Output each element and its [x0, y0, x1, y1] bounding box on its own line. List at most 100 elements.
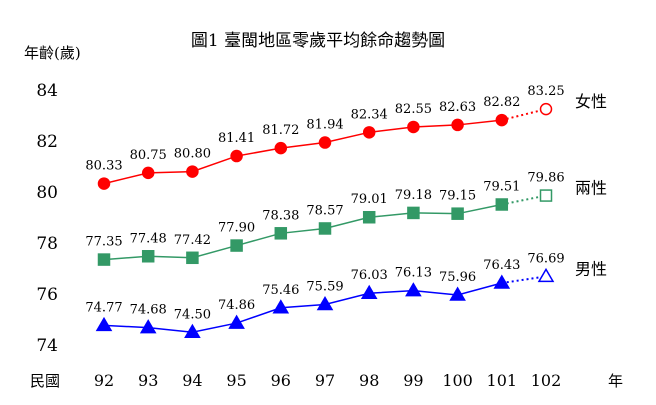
data-point — [495, 113, 509, 127]
x-tick-label: 96 — [271, 371, 291, 390]
x-tick-label: 102 — [531, 371, 562, 390]
data-point — [449, 286, 466, 301]
data-point — [141, 166, 155, 180]
data-point — [318, 136, 332, 149]
y-axis-label: 年齡(歲) — [24, 44, 81, 62]
data-point — [274, 141, 288, 155]
data-label: 74.68 — [130, 303, 167, 318]
data-label: 82.55 — [395, 102, 432, 117]
x-tick-label: 99 — [403, 371, 423, 390]
x-tick-label: 98 — [359, 371, 379, 390]
data-point — [362, 126, 376, 139]
x-tick-label: 92 — [94, 371, 114, 390]
data-label: 76.13 — [395, 266, 432, 281]
projection-line — [501, 194, 547, 206]
y-tick-label: 74 — [36, 336, 58, 356]
series-line — [103, 203, 502, 261]
data-point — [272, 299, 290, 314]
data-label: 82.63 — [439, 100, 476, 115]
data-point — [495, 198, 509, 211]
legend-label: 兩性 — [575, 179, 607, 198]
data-label: 79.01 — [351, 192, 388, 207]
projection-line — [501, 108, 547, 122]
data-point — [407, 120, 420, 134]
data-label: 80.80 — [174, 147, 211, 162]
data-label: 76.69 — [527, 251, 564, 266]
data-point — [228, 314, 245, 329]
data-point — [186, 165, 199, 178]
x-axis-suffix: 年 — [608, 372, 623, 390]
data-point — [407, 206, 420, 220]
data-label: 79.86 — [527, 171, 564, 186]
y-tick-label: 78 — [36, 234, 58, 254]
data-label: 77.35 — [85, 235, 122, 250]
data-point — [230, 239, 243, 252]
series-line — [103, 119, 502, 185]
data-label: 82.34 — [351, 107, 388, 122]
data-point — [451, 118, 464, 132]
x-axis-prefix: 民國 — [30, 372, 60, 390]
data-point — [537, 267, 555, 283]
data-point — [139, 319, 157, 334]
data-point — [186, 251, 199, 265]
data-point — [316, 295, 334, 311]
data-label: 81.41 — [218, 131, 255, 146]
x-tick-label: 100 — [442, 371, 473, 390]
legend-label: 女性 — [575, 92, 607, 111]
data-label: 79.51 — [483, 179, 520, 194]
data-label: 75.96 — [439, 270, 476, 285]
data-point — [97, 177, 111, 190]
data-label: 81.72 — [262, 123, 299, 138]
data-point — [451, 207, 464, 220]
y-tick-label: 82 — [36, 132, 58, 152]
x-tick-label: 97 — [315, 371, 335, 390]
data-point — [362, 210, 376, 224]
x-tick-label: 93 — [138, 371, 158, 390]
x-tick-label: 101 — [487, 371, 518, 390]
data-label: 78.38 — [262, 208, 299, 223]
data-label: 74.77 — [85, 300, 122, 315]
data-point — [230, 149, 243, 163]
series-2: 74.77 74.68 74.50 74.86 75.46 75.59 76.03 76.13… — [85, 251, 565, 338]
data-point — [274, 227, 288, 240]
data-point — [539, 189, 553, 202]
data-label: 76.43 — [483, 258, 520, 273]
data-label: 77.48 — [130, 231, 167, 246]
data-label: 80.33 — [85, 159, 122, 174]
series-line — [103, 282, 502, 334]
data-point — [95, 316, 113, 332]
data-point — [493, 274, 511, 289]
series-1: 77.35 77.48 77.42 77.90 78.38 78.57 79.01 79.18… — [85, 171, 565, 266]
data-label: 75.59 — [306, 279, 343, 294]
data-label: 75.46 — [262, 283, 299, 298]
data-label: 77.42 — [174, 233, 211, 248]
x-tick-label: 94 — [182, 371, 202, 390]
series-0: 80.33 80.75 80.80 81.41 81.72 81.94 82.34 82.55… — [85, 84, 565, 190]
data-point — [360, 284, 378, 299]
data-point — [184, 323, 201, 338]
data-label: 74.50 — [174, 307, 211, 322]
data-label: 83.25 — [527, 84, 564, 99]
data-label: 79.15 — [439, 189, 476, 204]
data-point — [405, 282, 422, 297]
data-label: 82.82 — [483, 95, 520, 110]
x-tick-label: 95 — [226, 371, 246, 390]
data-point — [539, 102, 553, 116]
data-label: 79.18 — [395, 188, 432, 203]
data-label: 81.94 — [306, 118, 343, 133]
data-point — [318, 222, 332, 235]
chart-title: 圖1 臺閩地區零歲平均餘命趨勢圖 — [191, 31, 445, 51]
data-label: 77.90 — [218, 221, 255, 236]
y-tick-label: 76 — [36, 285, 58, 305]
data-point — [97, 253, 111, 266]
data-label: 78.57 — [306, 203, 343, 218]
data-label: 80.75 — [130, 148, 167, 163]
y-tick-label: 84 — [36, 81, 58, 101]
data-point — [141, 250, 155, 263]
legend-label: 男性 — [575, 259, 607, 278]
data-label: 74.86 — [218, 298, 255, 313]
data-label: 76.03 — [351, 268, 388, 283]
y-tick-label: 80 — [36, 183, 58, 203]
